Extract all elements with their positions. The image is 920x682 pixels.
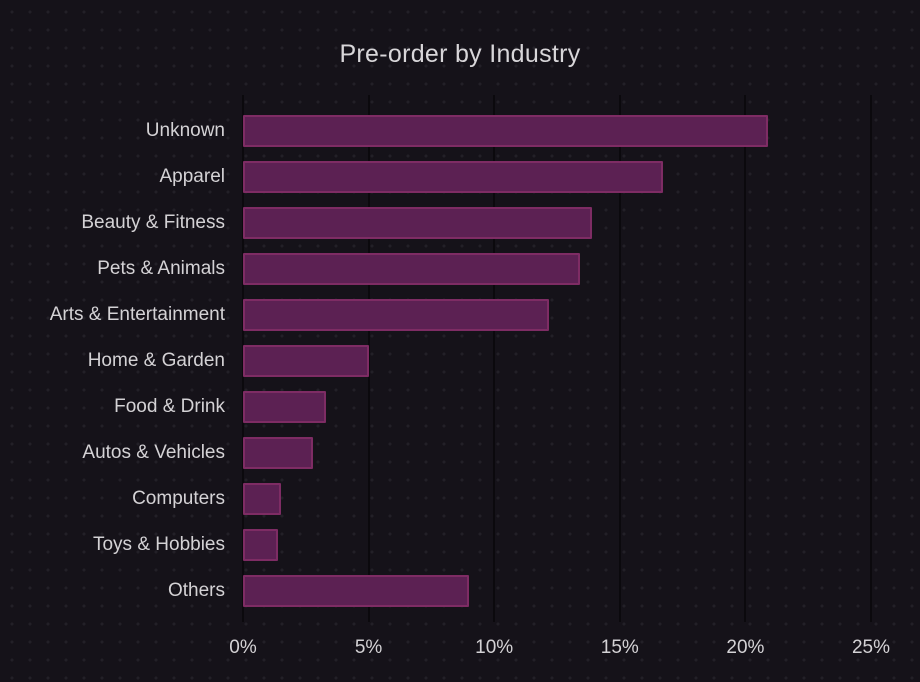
bar-track xyxy=(243,391,871,423)
x-tick-label: 0% xyxy=(229,637,257,658)
category-label: Food & Drink xyxy=(114,396,225,417)
chart-row: Others xyxy=(0,568,920,614)
x-tick-label: 20% xyxy=(726,637,765,658)
bar[interactable] xyxy=(243,437,314,469)
category-label: Autos & Vehicles xyxy=(82,442,225,463)
x-axis: 0% 5% 10% 15% 20% 25% xyxy=(229,637,890,661)
category-label: Pets & Animals xyxy=(97,258,225,279)
category-label: Computers xyxy=(132,488,225,509)
bar-track xyxy=(243,575,871,607)
x-tick-label: 10% xyxy=(475,637,514,658)
x-tick-label: 15% xyxy=(600,637,639,658)
category-label: Apparel xyxy=(159,166,226,187)
bar[interactable] xyxy=(243,161,663,193)
bar-track xyxy=(243,299,871,331)
bar-track xyxy=(243,345,871,377)
x-tick-label: 5% xyxy=(354,637,383,658)
bar[interactable] xyxy=(243,253,580,285)
chart-row: Autos & Vehicles xyxy=(0,430,920,476)
chart-title: Pre-order by Industry xyxy=(339,40,581,68)
bar-track xyxy=(243,115,871,147)
category-label: Unknown xyxy=(145,120,225,141)
category-label: Home & Garden xyxy=(87,350,225,371)
bar[interactable] xyxy=(243,529,279,561)
category-label: Toys & Hobbies xyxy=(92,534,225,555)
bar-track xyxy=(243,207,871,239)
chart-row: Toys & Hobbies xyxy=(0,522,920,568)
bar-track xyxy=(243,529,871,561)
x-tick-label: 25% xyxy=(851,637,891,658)
bar-track xyxy=(243,161,871,193)
bar-track xyxy=(243,437,871,469)
chart-row: Arts & Entertainment xyxy=(0,292,920,338)
bar[interactable] xyxy=(243,483,281,515)
bar[interactable] xyxy=(243,345,369,377)
category-label: Arts & Entertainment xyxy=(49,304,225,325)
bar[interactable] xyxy=(243,207,593,239)
bar[interactable] xyxy=(243,391,326,423)
chart-row: Pets & Animals xyxy=(0,246,920,292)
chart-row: Computers xyxy=(0,476,920,522)
chart-row: Home & Garden xyxy=(0,338,920,384)
bar-chart-rows: Unknown Apparel Beauty & Fitness Pets & Ani… xyxy=(0,108,920,614)
chart-row: Food & Drink xyxy=(0,384,920,430)
bar[interactable] xyxy=(243,575,470,607)
chart-row: Beauty & Fitness xyxy=(0,200,920,246)
category-label: Beauty & Fitness xyxy=(81,212,225,233)
chart-row: Unknown xyxy=(0,108,920,154)
bar[interactable] xyxy=(243,299,550,331)
chart-row: Apparel xyxy=(0,154,920,200)
bar-track xyxy=(243,483,871,515)
category-label: Others xyxy=(167,580,225,601)
bar-track xyxy=(243,253,871,285)
bar[interactable] xyxy=(243,115,768,147)
